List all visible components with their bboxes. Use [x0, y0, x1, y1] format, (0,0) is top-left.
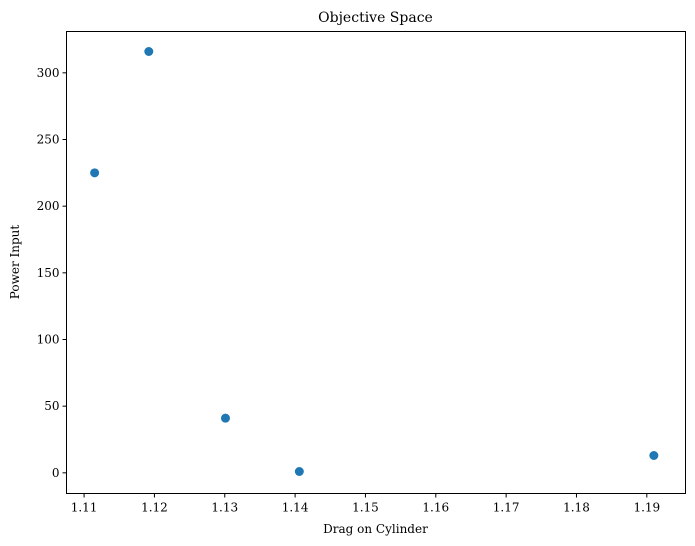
data-point	[220, 413, 230, 423]
x-tick-label: 1.11	[71, 501, 98, 515]
plot-frame	[66, 31, 686, 494]
y-tick-label: 150	[37, 266, 60, 280]
y-axis-title: Power Input	[8, 225, 22, 300]
y-axis: 0 50 100 150 200 250 300	[37, 66, 67, 480]
chart-title: Objective Space	[318, 10, 433, 26]
plot-area	[90, 47, 659, 476]
x-tick-label: 1.19	[633, 501, 660, 515]
data-point	[649, 451, 659, 460]
x-tick-label: 1.12	[141, 501, 168, 515]
y-tick-label: 200	[37, 199, 60, 213]
data-point	[294, 467, 304, 476]
x-tick-label: 1.17	[493, 501, 520, 515]
data-point	[144, 47, 154, 56]
y-tick-label: 100	[37, 333, 60, 347]
x-tick-label: 1.15	[352, 501, 379, 515]
y-tick-label: 50	[44, 399, 59, 413]
x-tick-label: 1.13	[211, 501, 238, 515]
y-tick-label: 0	[52, 466, 60, 480]
x-axis: 1.11 1.12 1.13 1.14 1.15 1.16 1.17 1.18 1.19	[71, 493, 660, 515]
x-tick-label: 1.18	[563, 501, 590, 515]
data-point	[90, 168, 100, 178]
x-tick-label: 1.16	[422, 501, 449, 515]
x-axis-title: Drag on Cylinder	[323, 522, 428, 536]
x-tick-label: 1.14	[282, 501, 309, 515]
y-tick-label: 300	[37, 66, 60, 80]
y-tick-label: 250	[37, 133, 60, 147]
